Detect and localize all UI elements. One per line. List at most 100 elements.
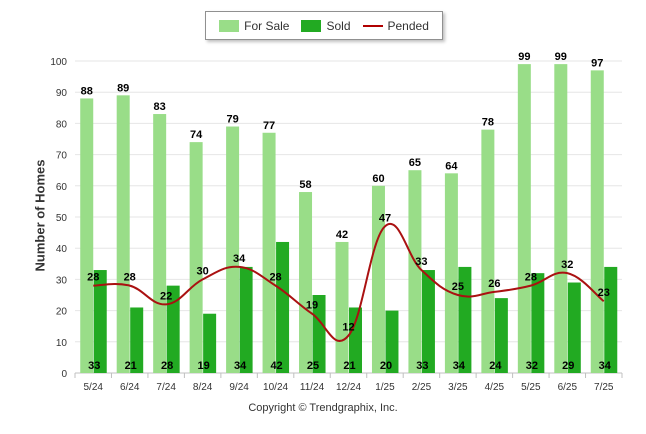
x-tick-label: 1/25 [375,382,395,393]
y-tick-label: 0 [61,369,67,380]
for-sale-bar [153,114,167,373]
x-tick-label: 2/25 [412,382,432,393]
pended-data-label: 47 [379,212,391,224]
x-tick-label: 5/25 [521,382,541,393]
sold-bar [130,307,144,373]
y-tick-label: 80 [56,119,68,130]
for-sale-data-label: 99 [518,51,530,63]
sold-data-label: 34 [234,360,247,372]
y-tick-label: 90 [56,88,68,99]
sold-bar [93,270,107,373]
for-sale-data-label: 64 [445,160,458,172]
for-sale-data-label: 89 [117,82,129,94]
sold-bar [203,313,217,373]
sold-data-label: 20 [380,360,392,372]
x-tick-label: 6/24 [120,382,140,393]
legend-item-sold[interactable]: Sold [301,18,351,33]
pended-data-label: 30 [197,265,209,277]
sold-data-label: 28 [161,360,173,372]
x-tick-label: 6/25 [558,382,578,393]
legend-item-pended[interactable]: Pended [362,18,429,33]
legend-item-for-sale[interactable]: For Sale [219,19,289,33]
x-tick-label: 12/24 [336,382,361,393]
for-sale-bar [262,132,276,373]
sold-data-label: 25 [307,360,319,372]
legend: For Sale Sold Pended [205,11,443,40]
y-tick-label: 30 [56,275,68,286]
sold-bar [385,310,399,373]
sold-bar [494,298,508,373]
sold-data-label: 24 [489,360,502,372]
sold-data-label: 42 [270,360,282,372]
legend-label-for-sale: For Sale [244,18,290,33]
y-tick-label: 100 [50,57,67,68]
x-tick-label: 7/25 [594,382,614,393]
legend-label-sold: Sold [326,18,351,33]
pended-line [93,223,605,342]
y-tick-label: 50 [56,213,68,224]
pended-data-label: 34 [233,253,246,265]
for-sale-data-label: 60 [372,173,384,185]
for-sale-bar [335,241,349,373]
sold-bar [421,270,435,373]
for-sale-bar [444,173,458,373]
sold-bar [349,307,362,373]
y-tick-label: 40 [56,244,68,255]
for-sale-bar [299,192,313,373]
sold-bar [458,266,472,373]
y-tick-label: 20 [56,307,68,318]
y-tick-label: 70 [56,151,68,162]
for-sale-bar [189,142,203,373]
x-tick-label: 5/24 [83,382,103,393]
sold-data-label: 32 [526,360,538,372]
pended-data-label: 28 [87,272,99,284]
pended-data-label: 12 [342,322,354,334]
for-sale-data-label: 78 [482,117,494,129]
x-tick-label: 9/24 [229,382,249,393]
sold-data-label: 34 [453,360,466,372]
for-sale-data-label: 74 [190,129,203,141]
for-sale-bar [80,98,94,373]
for-sale-swatch [219,19,240,32]
sold-data-label: 33 [88,360,100,372]
pended-swatch [362,24,383,27]
sold-data-label: 29 [562,360,574,372]
copyright-footer: Copyright © Trendgraphix, Inc. [248,402,398,414]
pended-data-label: 28 [124,272,136,284]
for-sale-bar [554,64,568,374]
sold-bar [276,241,290,373]
for-sale-data-label: 65 [409,157,421,169]
x-tick-label: 8/24 [193,382,213,393]
legend-label-pended: Pended [387,18,429,33]
pended-data-label: 28 [269,272,281,284]
pended-data-label: 28 [525,272,537,284]
for-sale-bar [517,64,531,374]
x-tick-label: 7/24 [156,382,176,393]
for-sale-data-label: 79 [226,114,238,126]
sold-bar [239,266,253,373]
pended-data-label: 25 [452,281,464,293]
for-sale-data-label: 77 [263,120,275,132]
for-sale-data-label: 97 [591,57,603,69]
x-tick-label: 10/24 [263,382,288,393]
sold-data-label: 21 [125,360,137,372]
sold-bar [312,295,326,373]
pended-data-label: 33 [415,256,427,268]
sold-bar [604,266,618,373]
for-sale-data-label: 42 [336,229,348,241]
y-tick-label: 10 [56,338,68,349]
sold-swatch [301,19,322,32]
for-sale-data-label: 58 [299,179,311,191]
y-axis-title: Number of Homes [32,159,48,272]
for-sale-bar [408,170,422,373]
x-tick-label: 4/25 [485,382,505,393]
pended-data-label: 26 [488,278,500,290]
sold-bar [166,285,180,373]
for-sale-bar [116,95,130,373]
sold-bar [531,273,545,373]
sold-data-label: 21 [343,360,355,372]
pended-data-label: 32 [561,259,573,271]
for-sale-data-label: 99 [555,51,567,63]
sold-data-label: 34 [599,360,612,372]
